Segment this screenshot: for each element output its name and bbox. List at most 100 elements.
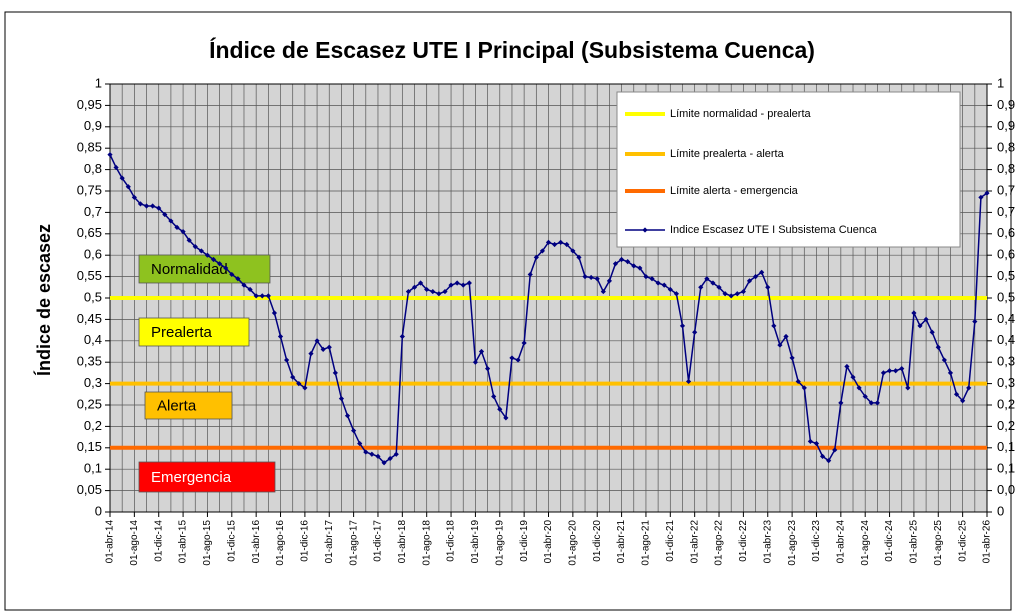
y-tick-label: 0,25 (77, 396, 102, 411)
x-tick-label: 01-dic-24 (884, 520, 895, 562)
data-point (868, 400, 874, 406)
data-point (649, 276, 655, 282)
x-tick-label: 01-ago-17 (348, 520, 359, 566)
data-point (795, 378, 801, 385)
x-tick-label: 01-dic-21 (665, 520, 676, 562)
y2-tick-label: 0,7 (997, 204, 1015, 219)
x-tick-label: 01-abr-24 (835, 520, 846, 564)
data-point (899, 366, 905, 372)
data-point (637, 265, 643, 271)
y2-tick-label: 0,3 (997, 354, 1015, 369)
data-point (271, 310, 278, 316)
y-axis-title: Índice de escasez (33, 224, 54, 376)
x-tick-label: 01-abr-22 (689, 520, 700, 564)
legend-box (616, 91, 961, 248)
data-point (594, 276, 600, 282)
data-point (966, 385, 972, 391)
y2-tick-label: 0,4 (997, 332, 1015, 347)
data-point (320, 346, 326, 352)
data-point (119, 175, 125, 181)
y-tick-label: 0,85 (77, 140, 102, 155)
x-tick-label: 01-ago-24 (860, 520, 871, 566)
data-point (418, 280, 424, 286)
data-point (692, 329, 698, 335)
data-point (588, 274, 594, 281)
x-tick-label: 01-abr-26 (982, 520, 993, 564)
y-tick-label: 0,2 (84, 418, 102, 433)
x-tick-label: 01-abr-14 (105, 520, 116, 564)
data-point (582, 274, 588, 280)
data-point (491, 393, 497, 400)
y-tick-label: 0,9 (84, 118, 102, 133)
data-point (204, 252, 211, 258)
data-point (929, 329, 935, 335)
data-point (972, 318, 978, 325)
x-tick-label: 01-abr-17 (324, 520, 335, 564)
x-tick-label: 01-dic-19 (519, 520, 530, 562)
data-point (472, 359, 479, 365)
data-point (551, 241, 558, 248)
data-point (509, 355, 515, 361)
data-point (838, 400, 844, 406)
data-point (813, 440, 820, 447)
y-tick-label: 0,8 (84, 161, 102, 176)
y-tick-label: 0,4 (84, 332, 102, 347)
data-point (960, 398, 966, 404)
data-point (497, 406, 503, 412)
data-point (521, 340, 527, 346)
y-tick-label: 0,55 (77, 268, 102, 283)
data-point (947, 370, 954, 376)
x-tick-label: 01-ago-23 (787, 520, 798, 566)
data-point (442, 288, 448, 295)
data-point (893, 368, 899, 374)
data-point (357, 440, 363, 447)
data-point (759, 269, 765, 275)
data-point (625, 259, 631, 265)
data-point (722, 291, 728, 297)
data-point (570, 248, 576, 254)
x-tick-label: 01-dic-25 (957, 520, 968, 562)
data-point (351, 428, 357, 434)
data-point (399, 333, 405, 340)
y2-tick-label: 0,5 (997, 289, 1015, 304)
x-tick-label: 01-ago-14 (129, 520, 140, 566)
data-point (131, 194, 137, 201)
data-point (728, 293, 734, 299)
x-tick-label: 01-ago-22 (714, 520, 725, 566)
data-point (436, 291, 442, 297)
y-tick-label: 0,75 (77, 182, 102, 197)
data-point (558, 239, 564, 245)
y2-tick-label: 0,9 (997, 97, 1015, 112)
data-point (430, 288, 436, 295)
data-point (600, 288, 606, 295)
y-tick-label: 0,15 (77, 439, 102, 454)
y-tick-label: 1 (95, 75, 102, 90)
data-point (338, 395, 345, 402)
x-tick-label: 01-ago-20 (568, 520, 579, 566)
x-tick-label: 01-dic-14 (153, 520, 164, 562)
y-tick-label: 0,3 (84, 375, 102, 390)
data-point (734, 291, 740, 297)
y2-tick-label: 0,6 (997, 225, 1015, 240)
zone-box (144, 391, 233, 420)
data-point (564, 241, 570, 248)
data-point (710, 280, 716, 286)
data-point (807, 438, 813, 444)
zone-label: Alerta (157, 397, 197, 414)
x-tick-label: 01-abr-23 (762, 520, 773, 564)
data-point (862, 393, 868, 400)
x-tick-label: 01-ago-15 (202, 520, 213, 566)
y-tick-label: 0,05 (77, 482, 102, 497)
x-tick-label: 01-abr-20 (543, 520, 554, 564)
legend-label: Límite prealerta - alerta (670, 148, 785, 160)
y2-tick-label: 0,8 (997, 161, 1015, 176)
data-point (223, 265, 229, 271)
data-point (405, 288, 412, 295)
data-point (241, 282, 247, 288)
y-tick-label: 0,35 (77, 354, 102, 369)
data-point (235, 276, 241, 282)
data-point (375, 453, 381, 459)
data-point (905, 385, 911, 391)
data-point (984, 190, 990, 196)
